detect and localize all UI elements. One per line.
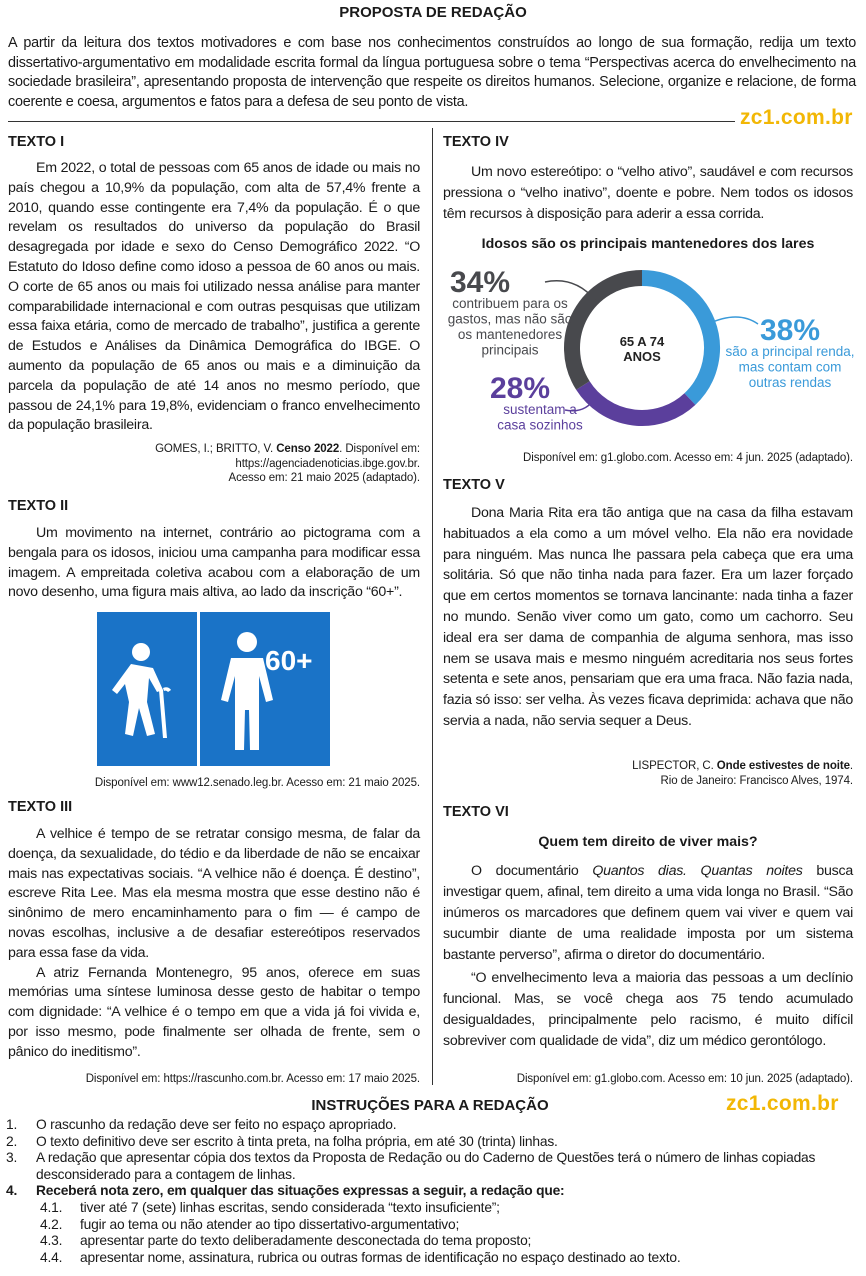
intro-paragraph: A partir da leitura dos textos motivador… — [8, 35, 856, 110]
item-number: 4.2. — [40, 1216, 63, 1232]
text: busca investigar quem, afinal, tem direi… — [443, 863, 853, 963]
item-number: 1. — [6, 1117, 18, 1132]
donut-slice-1 — [576, 380, 696, 426]
slice-description: são a principal renda, — [725, 344, 854, 359]
slice-percent-label: 38% — [760, 314, 820, 347]
cite-text: LISPECTOR, C. — [632, 760, 717, 772]
item-text: apresentar nome, assinatura, rubrica ou … — [80, 1249, 681, 1265]
instructions-title: INSTRUÇÕES PARA A REDAÇÃO — [311, 1097, 549, 1114]
cite-url: https://agenciadenoticias.ibge.gov.br. — [235, 457, 420, 470]
texto2-citation: Disponível em: www12.senado.leg.br. Aces… — [94, 777, 420, 789]
texto3-heading: TEXTO III — [8, 799, 73, 815]
instruction-item: 2. O texto definitivo deve ser escrito à … — [0, 1134, 862, 1151]
texto6-title: Quem tem direito de viver mais? — [538, 834, 758, 850]
text: O documentário — [471, 863, 593, 879]
item-text: Receberá nota zero, em qualquer das situ… — [36, 1183, 565, 1199]
texto6-body: O documentário Quantos dias. Quantas noi… — [443, 861, 853, 1052]
chart-title: Idosos são os principais mantenedores do… — [481, 236, 815, 252]
item-text: A redação que apresentar cópia dos texto… — [36, 1150, 816, 1182]
texto6-paragraph: “O envelhecimento leva a maioria das pes… — [443, 970, 853, 1049]
texto6-paragraph: O documentário Quantos dias. Quantas noi… — [443, 861, 853, 966]
texto4-citation: Disponível em: g1.globo.com. Acesso em: … — [523, 452, 853, 464]
arrow-icon — [564, 397, 596, 412]
cite-title: Censo 2022 — [276, 443, 340, 455]
item-text: O texto definitivo deve ser escrito à ti… — [36, 1133, 558, 1149]
texto3-paragraph: A velhice é tempo de se retratar consigo… — [8, 826, 420, 961]
column-divider — [432, 128, 433, 1085]
texto1-citation: GOMES, I.; BRITTO, V. Censo 2022. Dispon… — [8, 442, 420, 486]
item-text: tiver até 7 (sete) linhas escritas, send… — [80, 1199, 500, 1215]
item-number: 4.3. — [40, 1233, 63, 1249]
cane-person-icon — [112, 643, 171, 738]
slice-description: principais — [481, 343, 538, 358]
instruction-item: 4. Receberá nota zero, em qualquer das si… — [0, 1183, 862, 1200]
item-text: O rascunho da redação deve ser feito no … — [36, 1117, 397, 1132]
item-number: 2. — [6, 1133, 18, 1149]
donut-center-label: 65 A 74 — [620, 334, 665, 349]
upright-person-icon — [221, 632, 273, 750]
texto3-citation: Disponível em: https://rascunho.com.br. … — [85, 1073, 420, 1085]
instructions-list: 1. O rascunho da redação deve ser feito n… — [0, 1117, 862, 1266]
texto5-citation: LISPECTOR, C. Onde estivestes de noite. … — [443, 759, 853, 788]
watermark: zc1.com.br — [740, 106, 853, 129]
slice-description: mas contam com — [739, 360, 842, 375]
instruction-subitem: 4.4. apresentar nome, assinatura, rubrica… — [0, 1250, 862, 1267]
texto3-body: A velhice é tempo de se retratar consigo… — [8, 825, 420, 1063]
texto1-heading: TEXTO I — [8, 134, 65, 150]
instruction-subitem: 4.1. tiver até 7 (sete) linhas escritas, … — [0, 1200, 862, 1217]
slice-description: casa sozinhos — [497, 418, 583, 433]
texto4-paragraph: Um novo estereótipo: o “velho ativo”, sa… — [443, 164, 853, 222]
page-title: PROPOSTA DE REDAÇÃO — [339, 4, 527, 21]
texto4-heading: TEXTO IV — [443, 134, 509, 150]
slice-description: os mantenedores — [458, 327, 563, 342]
cite-access: Acesso em: 21 maio 2025 (adaptado). — [228, 472, 421, 484]
texto6-heading: TEXTO VI — [443, 804, 509, 820]
donut-slice-2 — [564, 270, 643, 390]
divider — [8, 121, 735, 122]
instruction-subitem: 4.3. apresentar parte do texto deliberada… — [0, 1233, 862, 1250]
arrow-icon — [544, 280, 596, 301]
texto6-citation: Disponível em: g1.globo.com. Acesso em: … — [516, 1073, 853, 1085]
texto5-paragraph: Dona Maria Rita era tão antiga que na ca… — [443, 505, 853, 729]
donut-chart: 65 A 74 ANOS 38% são a principal renda, mas … — [440, 260, 860, 440]
slice-description: sustentam a — [503, 402, 577, 417]
texto2-paragraph: Um movimento na internet, contrário ao p… — [8, 525, 420, 601]
instruction-subitem: 4.2. fugir ao tema ou não atender ao tipo… — [0, 1217, 862, 1234]
watermark: zc1.com.br — [726, 1092, 839, 1115]
cite-text: GOMES, I.; BRITTO, V. — [155, 443, 277, 455]
texto1-paragraph: Em 2022, o total de pessoas com 65 anos … — [8, 160, 420, 434]
slice-percent-label: 34% — [450, 266, 510, 299]
item-number: 4. — [6, 1183, 18, 1199]
sixty-plus-badge: 60+ — [265, 645, 313, 676]
arrow-icon — [707, 316, 759, 325]
cite-text: . — [849, 760, 853, 772]
pictogram-image: 60+ — [97, 612, 330, 766]
donut-center-label: ANOS — [623, 349, 661, 364]
item-number: 4.4. — [40, 1249, 63, 1265]
texto5-heading: TEXTO V — [443, 477, 505, 493]
donut-slice-0 — [641, 270, 720, 405]
slice-description: gastos, mas não são — [448, 312, 573, 327]
instruction-item: 1. O rascunho da redação deve ser feito n… — [0, 1117, 862, 1134]
texto2-heading: TEXTO II — [8, 498, 69, 514]
cite-publisher: Rio de Janeiro: Francisco Alves, 1974. — [660, 774, 854, 787]
cite-text: . Disponível em: — [339, 443, 420, 455]
item-text: apresentar parte do texto deliberadament… — [80, 1233, 532, 1249]
instruction-item: 3. A redação que apresentar cópia dos tex… — [0, 1150, 862, 1183]
slice-description: contribuem para os — [452, 296, 568, 311]
item-text: fugir ao tema ou não atender ao tipo dis… — [80, 1216, 460, 1232]
slice-percent-label: 28% — [490, 372, 550, 405]
slice-description: outras rendas — [749, 375, 832, 390]
cite-title: Onde estivestes de noite — [716, 760, 850, 772]
item-number: 3. — [6, 1150, 18, 1166]
texto3-paragraph: A atriz Fernanda Montenegro, 95 anos, of… — [8, 964, 420, 1060]
documentary-title: Quantos dias. Quantas noites — [592, 863, 803, 879]
item-number: 4.1. — [40, 1199, 63, 1215]
